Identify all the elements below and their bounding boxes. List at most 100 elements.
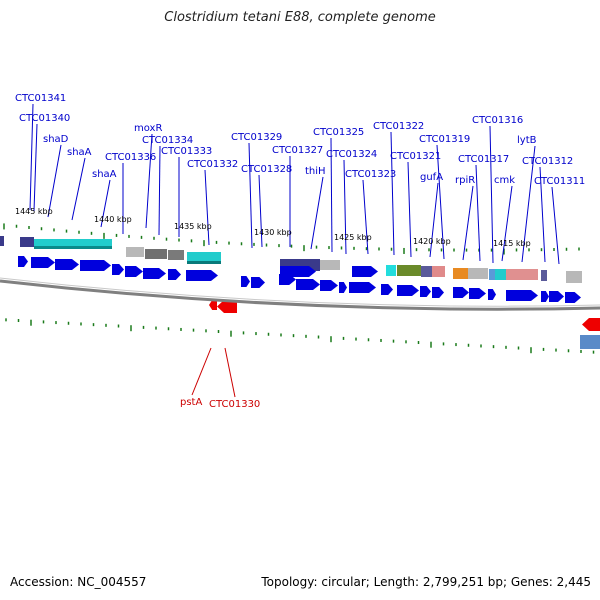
gene-label: shaA: [92, 169, 117, 180]
feature-block: [432, 266, 445, 277]
feature-block: [20, 237, 34, 247]
label-leader: [71, 157, 86, 221]
gene-label: CTC01340: [19, 113, 70, 124]
feature-block: [320, 260, 340, 270]
feature-block: [397, 265, 421, 276]
forward-cds-arrow: [453, 287, 469, 298]
gene-label: thiH: [305, 166, 326, 177]
feature-block: [34, 246, 112, 249]
forward-cds-arrow: [339, 282, 347, 293]
reverse-cds-arrow: [217, 300, 237, 313]
reverse-cds-arrow: [209, 300, 217, 310]
gene-label: moxR: [134, 123, 162, 134]
gene-label: gufA: [420, 172, 443, 183]
backbone-line: [0, 279, 600, 311]
forward-cds-arrow: [251, 277, 265, 288]
gene-label: CTC01311: [534, 176, 585, 187]
label-leader: [362, 179, 369, 255]
label-leader: [390, 131, 395, 256]
gene-label: shaA: [67, 147, 92, 158]
forward-cds-arrow: [469, 288, 486, 299]
label-leader: [436, 144, 445, 260]
feature-block: [126, 247, 144, 257]
forward-cds-arrow: [18, 256, 28, 267]
forward-cds-arrow: [432, 287, 444, 298]
forward-cds-arrow: [488, 289, 496, 300]
label-leader: [407, 161, 412, 258]
backbone-group: [0, 277, 600, 311]
label-leader: [100, 179, 111, 228]
label-leader: [47, 144, 62, 218]
gene-label: CTC01319: [419, 134, 470, 145]
gene-label: CTC01341: [15, 93, 66, 104]
forward-cds-arrow: [397, 285, 419, 296]
gene-label: CTC01322: [373, 121, 424, 132]
label-leader: [258, 174, 263, 248]
forward-cds-arrow: [352, 266, 378, 277]
tick-row-upper: [3, 223, 580, 255]
label-leader: [330, 137, 333, 253]
forward-cds-arrow: [31, 257, 55, 268]
label-leader: [475, 164, 481, 262]
label-leader: [248, 142, 253, 249]
scale-label: 1415 kbp: [493, 239, 531, 248]
label-leader: [33, 123, 38, 212]
scale-label: 1430 kbp: [254, 228, 292, 237]
forward-cds-arrow: [125, 266, 143, 277]
feature-block: [145, 249, 167, 259]
forward-cds-arrow: [549, 291, 564, 302]
label-leader: [158, 145, 161, 236]
label-leader: [310, 176, 324, 250]
gene-label: CTC01323: [345, 169, 396, 180]
gene-label-reverse: pstA: [180, 397, 202, 408]
scale-labels: 1445 kbp 1440 kbp 1435 kbp 1430 kbp 1425 kbp…: [15, 207, 531, 248]
gene-label: CTC01312: [522, 156, 573, 167]
feature-track: [0, 236, 600, 349]
gene-label: CTC01316: [472, 115, 523, 126]
label-leader: [551, 186, 560, 265]
scale-label: 1440 kbp: [94, 215, 132, 224]
forward-cds-arrow: [80, 260, 111, 271]
gene-label: CTC01334: [142, 135, 193, 146]
forward-cds-arrow: [296, 279, 320, 290]
forward-cds-arrow: [55, 259, 79, 270]
feature-block: [386, 265, 396, 276]
feature-block: [187, 261, 221, 264]
gene-label: CTC01325: [313, 127, 364, 138]
forward-cds-arrow: [320, 280, 338, 291]
gene-label: CTC01327: [272, 145, 323, 156]
gene-label: CTC01328: [241, 164, 292, 175]
feature-block: [495, 269, 506, 280]
label-leader: [489, 125, 494, 264]
label-leaders: [29, 103, 560, 398]
feature-block: [34, 239, 112, 248]
genome-summary-text: Topology: circular; Length: 2,799,251 bp…: [261, 575, 591, 589]
forward-cds-arrow: [186, 270, 218, 281]
label-leader: [145, 133, 153, 229]
gene-label: rpiR: [455, 175, 475, 186]
gene-label: CTC01332: [187, 159, 238, 170]
feature-block: [541, 270, 547, 281]
label-leader: [462, 185, 474, 261]
label-leader: [501, 185, 513, 262]
feature-block: [580, 335, 600, 349]
forward-cds-arrow: [349, 282, 376, 293]
feature-block: [421, 266, 432, 277]
forward-cds-arrow: [565, 292, 581, 303]
gene-label: CTC01329: [231, 132, 282, 143]
forward-cds-arrow: [143, 268, 166, 279]
scale-label: 1445 kbp: [15, 207, 53, 216]
feature-block: [489, 269, 495, 280]
gene-label: CTC01324: [326, 149, 377, 160]
forward-cds-arrow: [168, 269, 181, 280]
feature-block: [506, 269, 538, 280]
scale-label: 1435 kbp: [174, 222, 212, 231]
gene-label: CTC01333: [161, 146, 212, 157]
gene-label: CTC01317: [458, 154, 509, 165]
label-leader: [539, 166, 546, 263]
forward-cds-arrow: [420, 286, 431, 297]
backbone-highlight: [0, 277, 600, 307]
forward-cds-arrow: [112, 264, 124, 275]
